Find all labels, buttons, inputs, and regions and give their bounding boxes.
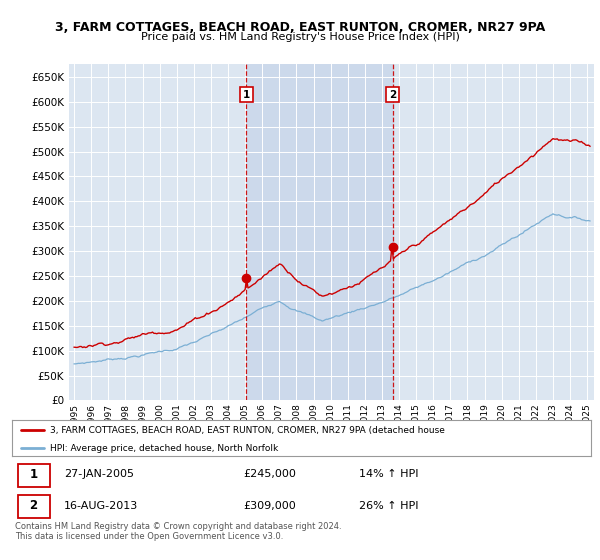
- Text: 3, FARM COTTAGES, BEACH ROAD, EAST RUNTON, CROMER, NR27 9PA: 3, FARM COTTAGES, BEACH ROAD, EAST RUNTO…: [55, 21, 545, 34]
- FancyBboxPatch shape: [18, 495, 50, 518]
- Text: Contains HM Land Registry data © Crown copyright and database right 2024.
This d: Contains HM Land Registry data © Crown c…: [15, 522, 341, 542]
- Text: 16-AUG-2013: 16-AUG-2013: [64, 501, 139, 511]
- Text: 14% ↑ HPI: 14% ↑ HPI: [359, 469, 419, 479]
- Text: £309,000: £309,000: [244, 501, 296, 511]
- Text: 1: 1: [243, 90, 250, 100]
- Text: Price paid vs. HM Land Registry's House Price Index (HPI): Price paid vs. HM Land Registry's House …: [140, 32, 460, 43]
- Text: 26% ↑ HPI: 26% ↑ HPI: [359, 501, 419, 511]
- Text: £245,000: £245,000: [244, 469, 296, 479]
- Bar: [247, 64, 392, 400]
- Text: 1: 1: [29, 468, 37, 481]
- Text: 2: 2: [29, 500, 37, 512]
- Text: HPI: Average price, detached house, North Norfolk: HPI: Average price, detached house, Nort…: [50, 444, 278, 453]
- Text: 2: 2: [389, 90, 396, 100]
- FancyBboxPatch shape: [18, 464, 50, 487]
- Text: 3, FARM COTTAGES, BEACH ROAD, EAST RUNTON, CROMER, NR27 9PA (detached house: 3, FARM COTTAGES, BEACH ROAD, EAST RUNTO…: [50, 426, 445, 435]
- Text: 27-JAN-2005: 27-JAN-2005: [64, 469, 134, 479]
